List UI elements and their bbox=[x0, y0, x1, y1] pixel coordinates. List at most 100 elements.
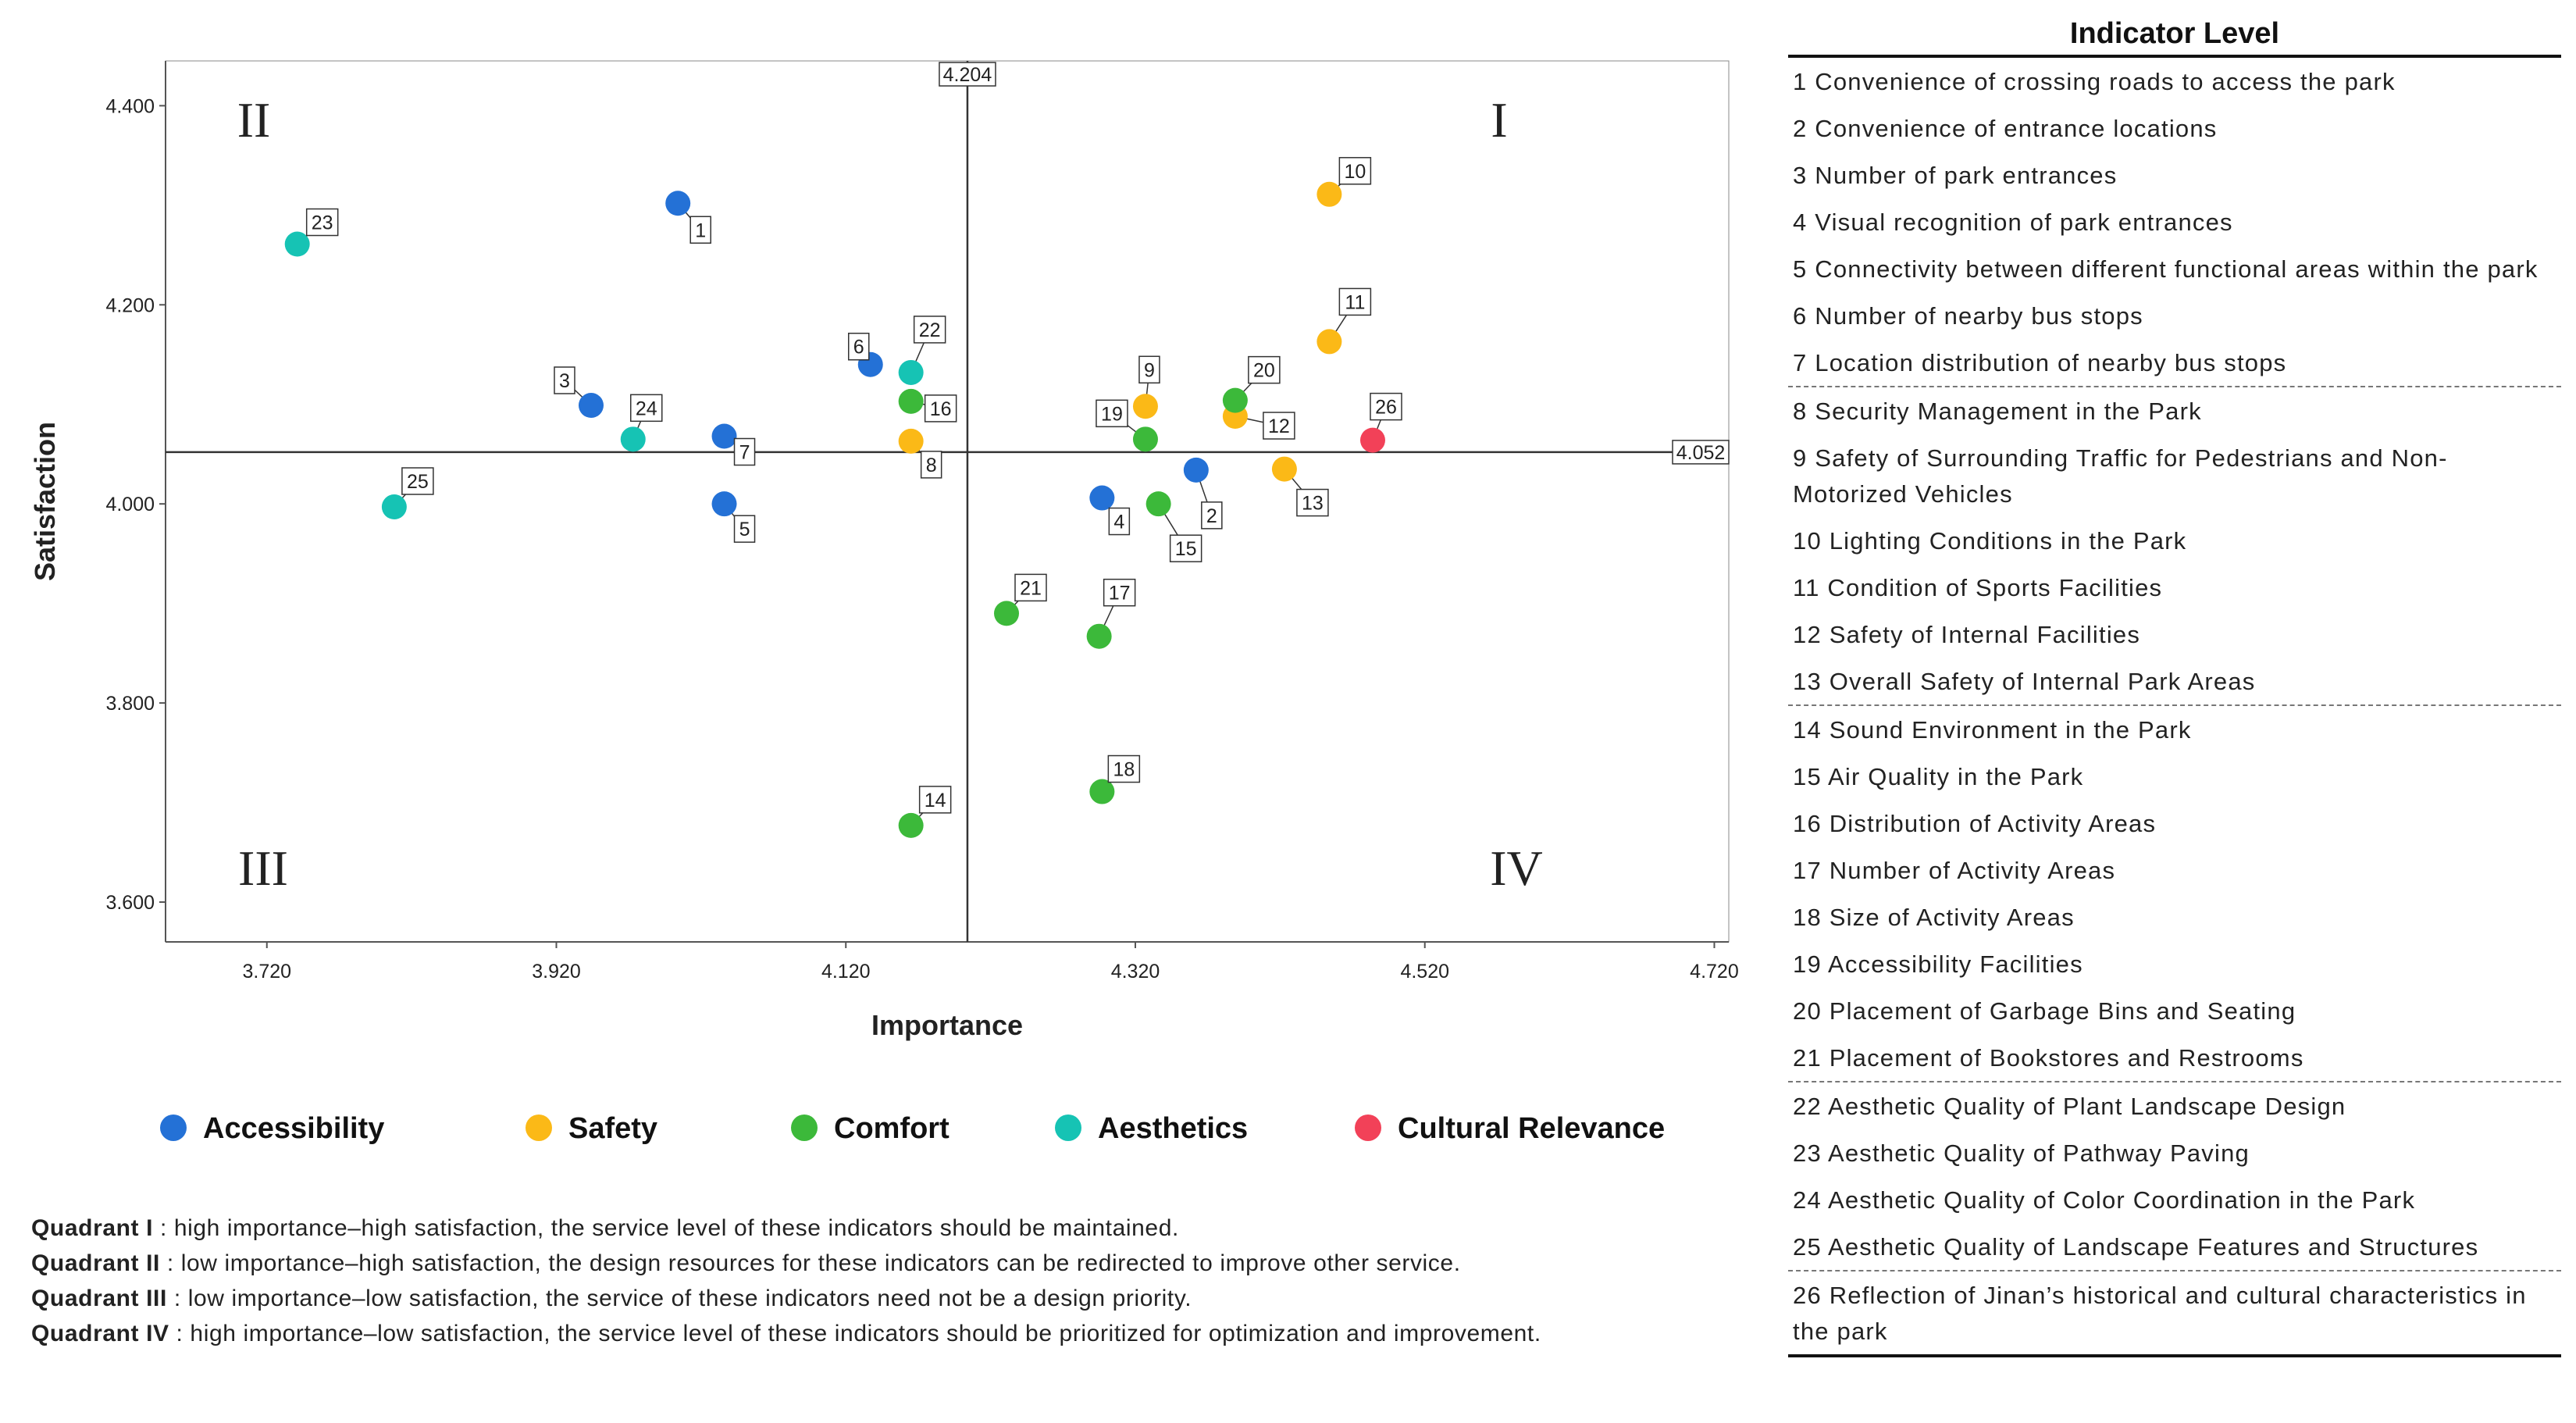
x-tick-label: 4.320 bbox=[1111, 961, 1160, 983]
point-label-box bbox=[1138, 355, 1160, 384]
x-tick-label: 3.920 bbox=[532, 961, 581, 983]
point-label-box bbox=[1014, 573, 1047, 602]
point-marker[interactable] bbox=[1132, 426, 1158, 452]
y-tick-label: 3.800 bbox=[105, 693, 155, 715]
data-point-19[interactable]: 19 bbox=[1096, 399, 1158, 452]
point-marker[interactable] bbox=[898, 359, 924, 385]
data-point-25[interactable]: 25 bbox=[381, 467, 434, 520]
point-label-box bbox=[918, 786, 952, 814]
quadrant-note-text: : low importance–low satisfaction, the s… bbox=[166, 1286, 1192, 1311]
indicator-row-13: 13 Overall Safety of Internal Park Areas bbox=[1793, 668, 2256, 695]
indicator-table-title: Indicator Level bbox=[1788, 8, 2561, 58]
legend-label: Accessibility bbox=[203, 1112, 384, 1145]
data-point-14[interactable]: 14 bbox=[898, 786, 952, 838]
point-marker[interactable] bbox=[1145, 491, 1171, 517]
legend-item-comfort: Comfort bbox=[791, 1112, 950, 1145]
data-point-15[interactable]: 15 bbox=[1145, 491, 1202, 562]
indicator-row-22: 22 Aesthetic Quality of Plant Landscape … bbox=[1788, 1081, 2561, 1129]
point-marker[interactable] bbox=[381, 494, 407, 520]
data-point-3[interactable]: 3 bbox=[554, 366, 604, 419]
quadrant-note-label: Quadrant II bbox=[31, 1250, 160, 1276]
point-label-box bbox=[1296, 488, 1329, 517]
point-marker[interactable] bbox=[898, 812, 924, 838]
point-label: 6 bbox=[853, 337, 864, 358]
legend-swatch bbox=[1355, 1115, 1381, 1141]
data-point-21[interactable]: 21 bbox=[994, 573, 1047, 626]
point-marker[interactable] bbox=[994, 601, 1020, 626]
quadrant-note-text: : low importance–high satisfaction, the … bbox=[159, 1250, 1461, 1276]
quadrant-note: Quadrant IV : high importance–low satisf… bbox=[31, 1316, 1733, 1351]
data-point-9[interactable]: 9 bbox=[1132, 355, 1160, 419]
data-point-2[interactable]: 2 bbox=[1183, 457, 1223, 530]
indicator-row-24: 24 Aesthetic Quality of Color Coordinati… bbox=[1793, 1186, 2416, 1214]
indicator-row-10: 10 Lighting Conditions in the Park bbox=[1793, 527, 2187, 555]
indicator-row-15: 15 Air Quality in the Park bbox=[1793, 763, 2084, 790]
point-marker[interactable] bbox=[1317, 181, 1342, 207]
data-point-24[interactable]: 24 bbox=[620, 394, 663, 452]
point-label-box bbox=[554, 366, 575, 394]
point-marker[interactable] bbox=[711, 423, 737, 449]
data-point-7[interactable]: 7 bbox=[711, 423, 756, 466]
legend-label: Safety bbox=[568, 1112, 657, 1145]
point-marker[interactable] bbox=[1222, 387, 1248, 413]
point-marker[interactable] bbox=[578, 393, 604, 419]
data-point-22[interactable]: 22 bbox=[898, 316, 946, 385]
point-marker[interactable] bbox=[711, 491, 737, 517]
point-label: 18 bbox=[1113, 759, 1135, 781]
data-point-13[interactable]: 13 bbox=[1271, 456, 1329, 517]
quadrant-note: Quadrant I : high importance–high satisf… bbox=[31, 1211, 1733, 1246]
indicator-table-rows: 1 Convenience of crossing roads to acces… bbox=[1788, 58, 2561, 1357]
point-marker[interactable] bbox=[898, 388, 924, 414]
quadrant-II-label: II bbox=[237, 92, 271, 148]
point-marker[interactable] bbox=[898, 428, 924, 454]
data-point-8[interactable]: 8 bbox=[898, 428, 942, 479]
data-point-12[interactable]: 12 bbox=[1222, 404, 1295, 440]
point-label: 15 bbox=[1175, 538, 1197, 560]
data-point-10[interactable]: 10 bbox=[1317, 157, 1372, 207]
point-label: 5 bbox=[739, 519, 750, 540]
indicator-row-11: 11 Condition of Sports Facilities bbox=[1793, 574, 2163, 601]
point-marker[interactable] bbox=[1086, 623, 1112, 649]
quadrant-note-text: : high importance–high satisfaction, the… bbox=[153, 1215, 1179, 1241]
point-label: 16 bbox=[930, 398, 952, 420]
point-marker[interactable] bbox=[665, 191, 691, 216]
legend-swatch bbox=[791, 1115, 818, 1141]
point-label: 17 bbox=[1109, 583, 1131, 605]
point-marker[interactable] bbox=[1317, 329, 1342, 355]
data-point-5[interactable]: 5 bbox=[711, 491, 756, 543]
point-marker[interactable] bbox=[1359, 427, 1385, 453]
data-point-17[interactable]: 17 bbox=[1086, 578, 1136, 649]
data-point-26[interactable]: 26 bbox=[1359, 392, 1402, 453]
quadrant-note-label: Quadrant III bbox=[31, 1286, 167, 1311]
data-point-4[interactable]: 4 bbox=[1089, 485, 1131, 536]
point-label: 26 bbox=[1375, 397, 1397, 419]
indicator-table: Indicator Level 1 Convenience of crossin… bbox=[1788, 8, 2561, 1357]
data-point-18[interactable]: 18 bbox=[1089, 754, 1141, 804]
point-label: 11 bbox=[1345, 291, 1365, 313]
point-marker[interactable] bbox=[1089, 485, 1115, 511]
data-point-16[interactable]: 16 bbox=[898, 388, 957, 423]
indicator-row-2: 2 Convenience of entrance locations bbox=[1793, 115, 2218, 142]
point-marker[interactable] bbox=[284, 231, 310, 257]
point-label-box bbox=[1263, 412, 1295, 440]
data-point-11[interactable]: 11 bbox=[1317, 287, 1372, 355]
data-point-20[interactable]: 20 bbox=[1222, 355, 1281, 413]
point-marker[interactable] bbox=[1183, 457, 1209, 483]
importance-mean-box bbox=[939, 62, 996, 87]
point-marker[interactable] bbox=[620, 426, 646, 452]
point-label-box bbox=[913, 316, 946, 344]
y-tick-label: 4.200 bbox=[105, 294, 155, 316]
legend-swatch bbox=[160, 1115, 187, 1141]
point-marker[interactable] bbox=[1132, 394, 1158, 419]
indicator-row-9: 9 Safety of Surrounding Traffic for Pede… bbox=[1793, 444, 2448, 508]
indicator-row-21: 21 Placement of Bookstores and Restrooms bbox=[1793, 1044, 2304, 1072]
point-label-box bbox=[689, 216, 711, 244]
point-marker[interactable] bbox=[1089, 779, 1115, 804]
legend-swatch bbox=[526, 1115, 552, 1141]
data-point-1[interactable]: 1 bbox=[665, 191, 711, 244]
point-marker[interactable] bbox=[1271, 456, 1297, 482]
data-point-6[interactable]: 6 bbox=[848, 332, 883, 377]
importance-mean-label: 4.204 bbox=[943, 64, 992, 86]
indicator-row-25: 25 Aesthetic Quality of Landscape Featur… bbox=[1793, 1233, 2479, 1261]
data-point-23[interactable]: 23 bbox=[284, 208, 339, 257]
